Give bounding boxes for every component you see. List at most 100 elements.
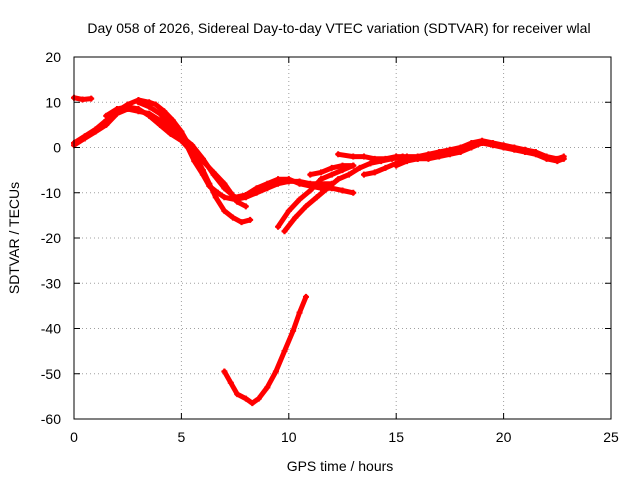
data-point: [345, 171, 352, 178]
data-point: [414, 155, 421, 162]
x-tick-label: 15: [388, 429, 404, 445]
data-point: [264, 180, 271, 187]
data-point: [88, 95, 95, 102]
data-point: [167, 121, 174, 128]
series-track-mid-3: [307, 162, 357, 178]
data-point: [156, 110, 163, 117]
plot-border: [73, 56, 612, 420]
data-point: [152, 101, 159, 108]
series-line: [71, 106, 335, 202]
data-point: [247, 216, 254, 223]
data-point: [156, 121, 163, 128]
data-point: [178, 133, 185, 140]
data-point: [367, 160, 374, 167]
data-point: [296, 196, 303, 203]
y-axis-label: SDTVAR / TECUs: [6, 182, 22, 294]
x-axis-label: GPS time / hours: [287, 458, 394, 474]
data-point: [103, 121, 110, 128]
data-point: [253, 185, 260, 192]
series-layer: [71, 94, 567, 407]
data-point: [146, 103, 153, 110]
x-tick-label: 25: [603, 429, 619, 445]
data-point: [221, 368, 228, 375]
data-point: [360, 171, 367, 178]
data-point: [281, 348, 288, 355]
data-point: [264, 384, 271, 391]
series-track-deep: [221, 293, 309, 407]
x-tick-label: 5: [178, 429, 186, 445]
data-point: [360, 153, 367, 160]
data-point: [135, 106, 142, 113]
y-tick-label: 0: [53, 140, 61, 156]
data-point: [275, 223, 282, 230]
data-point: [135, 99, 142, 106]
data-point: [242, 203, 249, 210]
data-point: [318, 185, 325, 192]
data-point: [335, 151, 342, 158]
data-point: [382, 164, 389, 171]
data-point: [371, 155, 378, 162]
data-point: [275, 176, 282, 183]
data-point: [554, 158, 561, 165]
data-point: [232, 194, 239, 201]
y-tick-label: -10: [41, 185, 61, 201]
data-point: [560, 155, 567, 162]
y-tick-label: -30: [41, 275, 61, 291]
data-point: [79, 96, 86, 103]
x-tick-label: 0: [70, 429, 78, 445]
data-point: [425, 153, 432, 160]
y-tick-label: -60: [41, 411, 61, 427]
data-point: [468, 142, 475, 149]
data-point: [249, 400, 256, 407]
data-point: [457, 146, 464, 153]
data-point: [221, 194, 228, 201]
data-point: [500, 144, 507, 151]
data-point: [169, 117, 176, 124]
data-point: [350, 153, 357, 160]
data-point: [189, 142, 196, 149]
data-point: [371, 169, 378, 176]
data-point: [285, 176, 292, 183]
data-point: [167, 130, 174, 137]
data-point: [292, 214, 299, 221]
data-point: [339, 162, 346, 169]
data-point: [302, 203, 309, 210]
data-point: [242, 192, 249, 199]
data-point: [272, 368, 279, 375]
data-point: [189, 149, 196, 156]
series-track-early: [71, 94, 95, 103]
y-tick-label: 20: [45, 49, 61, 65]
data-point: [511, 146, 518, 153]
data-point: [221, 207, 228, 214]
data-point: [210, 171, 217, 178]
data-point: [393, 162, 400, 169]
data-point: [124, 103, 131, 110]
data-point: [227, 379, 234, 386]
data-point: [113, 106, 120, 113]
data-point: [191, 158, 198, 165]
data-point: [339, 187, 346, 194]
data-point: [92, 128, 99, 135]
series-track-late-3: [393, 139, 486, 169]
y-tick-label: -50: [41, 366, 61, 382]
data-point: [242, 395, 249, 402]
data-point: [281, 228, 288, 235]
data-point: [199, 155, 206, 162]
data-point: [146, 112, 153, 119]
data-point: [285, 207, 292, 214]
data-point: [290, 327, 297, 334]
data-point: [403, 158, 410, 165]
data-point: [238, 219, 245, 226]
data-point: [313, 194, 320, 201]
data-point: [307, 187, 314, 194]
series-line: [221, 294, 309, 406]
x-tick-label: 10: [281, 429, 297, 445]
data-point: [199, 171, 206, 178]
data-point: [296, 180, 303, 187]
data-point: [229, 214, 236, 221]
data-point: [335, 176, 342, 183]
data-point: [161, 108, 168, 115]
data-point: [350, 189, 357, 196]
data-point: [324, 185, 331, 192]
y-tick-label: -20: [41, 230, 61, 246]
